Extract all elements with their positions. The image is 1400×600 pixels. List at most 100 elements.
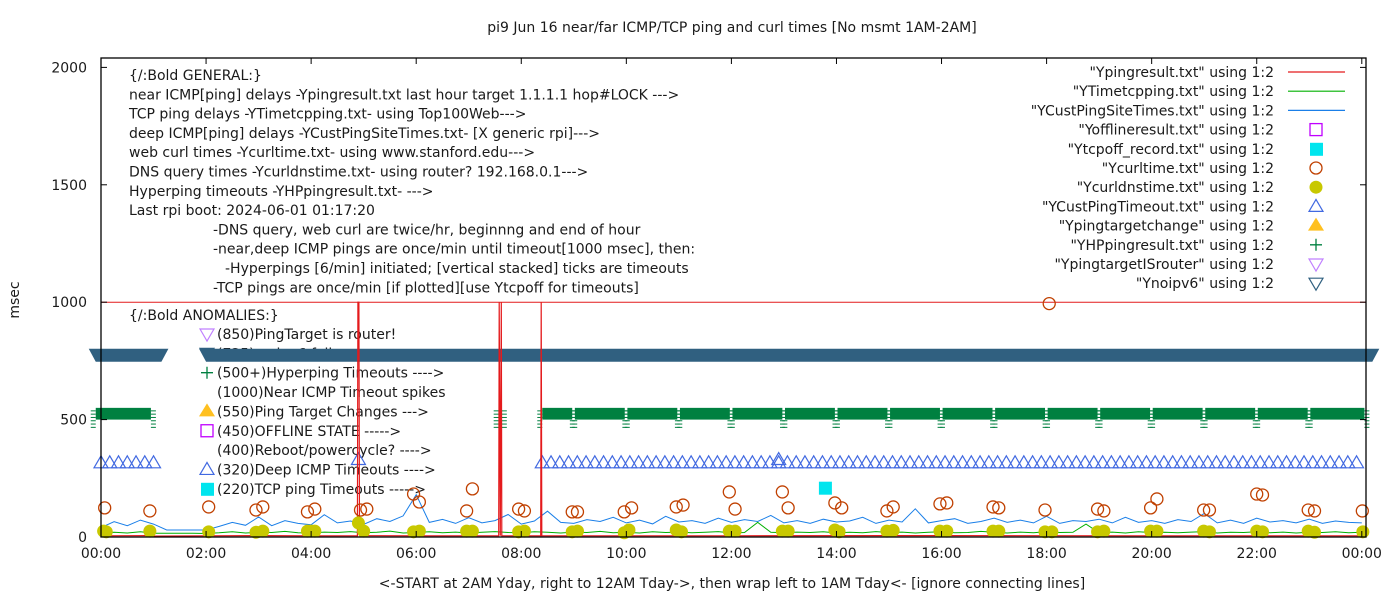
curl-time-point: [1090, 502, 1105, 516]
curl-time-point: [933, 497, 947, 511]
dns-time-point: [308, 524, 322, 538]
deep-icmp-timeout-point: [1313, 454, 1330, 469]
anomaly-line: (320)Deep ICMP Timeouts ---->: [217, 462, 436, 478]
curl-time-point: [722, 485, 736, 499]
hyperping-timeout-cluster: [627, 407, 678, 420]
deep-icmp-timeout-point: [1059, 454, 1076, 469]
deep-icmp-timeout-point: [753, 454, 770, 469]
legend-label: "YHPpingresult.txt" using 1:2: [1070, 238, 1274, 254]
anomaly-marker-icon: [198, 328, 216, 343]
hyperping-timeout-cluster: [95, 407, 151, 420]
anomalies-title: {/:Bold ANOMALIES:}: [129, 308, 279, 324]
deep-icmp-timeout-point: [639, 454, 656, 469]
y-tick-label: 1500: [51, 178, 87, 194]
deep-icmp-timeout-point: [840, 454, 857, 469]
anomaly-marker-icon: [200, 424, 214, 438]
dns-time-point: [517, 524, 531, 538]
hyperping-timeout-cluster: [732, 407, 783, 420]
dns-time-point: [940, 524, 954, 538]
deep-icmp-timeout-point: [1077, 454, 1094, 469]
deep-icmp-timeout-point: [1024, 454, 1041, 469]
deep-icmp-timeout-point: [656, 454, 673, 469]
y-tick-label: 1000: [51, 295, 87, 311]
deep-icmp-timeout-point: [691, 454, 708, 469]
deep-icmp-timeout-point: [919, 454, 936, 469]
legend-marker-icon: [1308, 217, 1324, 231]
x-tick-label: 16:00: [921, 546, 961, 562]
curl-time-point: [775, 485, 790, 499]
curl-time-point: [781, 501, 795, 515]
deep-icmp-timeout-point: [770, 451, 787, 466]
deep-icmp-timeout-point: [998, 454, 1015, 469]
anomaly-line: (450)OFFLINE STATE ----->: [217, 424, 401, 440]
x-tick-label: 04:00: [291, 546, 331, 562]
curl-time-point: [511, 502, 526, 516]
deep-icmp-timeout-point: [936, 454, 954, 469]
hyperping-timeout-cluster: [574, 407, 625, 420]
y-axis-label: msec: [7, 281, 23, 318]
dns-time-point: [570, 524, 584, 538]
deep-icmp-timeout-point: [1304, 454, 1321, 469]
curl-time-point: [353, 503, 368, 517]
curl-time-point: [360, 502, 374, 516]
deep-icmp-timeout-point: [1007, 454, 1024, 469]
annotation-line: web curl times -Ycurltime.txt- using www…: [129, 145, 535, 161]
deep-icmp-timeout-point: [145, 454, 162, 469]
dns-time-point: [832, 525, 846, 539]
deep-icmp-timeout-point: [1243, 454, 1260, 469]
legend-marker-icon: [1307, 277, 1325, 292]
curl-time-point: [459, 504, 474, 518]
legend-label: "Ynoipv6" using 1:2: [1136, 276, 1274, 292]
plot-area: [88, 296, 1380, 540]
deep-icmp-timeout-point: [534, 454, 551, 469]
x-tick-label: 08:00: [501, 546, 541, 562]
anomaly-line: (500+)Hyperping Timeouts ---->: [217, 366, 444, 382]
curl-time-point: [249, 503, 263, 517]
legend-marker-icon: [1307, 198, 1325, 212]
hyperping-timeout-cluster: [1257, 407, 1308, 420]
deep-icmp-timeout-point: [901, 454, 919, 469]
deep-icmp-timeout-point: [569, 454, 586, 469]
x-tick-label: 06:00: [396, 546, 436, 562]
deep-icmp-timeout-point: [1225, 454, 1243, 469]
hyperping-timeout-cluster: [890, 407, 940, 420]
dns-time-point: [202, 525, 216, 539]
deep-icmp-timeout-point: [1322, 454, 1339, 469]
deep-icmp-timeout-point: [1085, 454, 1102, 469]
deep-icmp-timeout-point: [1033, 454, 1050, 469]
anomaly-line: (850)PingTarget is router!: [217, 327, 396, 343]
curl-time-point: [565, 505, 579, 519]
deep-icmp-timeout-point: [1339, 454, 1356, 469]
y-tick-label: 500: [60, 413, 87, 429]
curl-time-point: [676, 498, 690, 512]
y-tick-label: 0: [78, 530, 87, 546]
legend-marker-icon: [1310, 238, 1322, 251]
deep-icmp-timeout-point: [621, 454, 638, 469]
hyperping-timeout-cluster: [1047, 407, 1098, 420]
deep-icmp-timeout-point: [796, 454, 813, 469]
deep-icmp-timeout-point: [875, 454, 892, 469]
legend-label: "Ypingresult.txt" using 1:2: [1089, 65, 1274, 81]
deep-icmp-timeout-point: [136, 454, 153, 469]
curl-time-point: [669, 500, 683, 514]
dns-time-point: [886, 523, 900, 537]
x-tick-label: 20:00: [1131, 546, 1171, 562]
anomaly-line: (1000)Near ICMP Timeout spikes: [217, 385, 446, 401]
deep-icmp-timeout-point: [1278, 454, 1295, 469]
hyperping-timeout-cluster: [837, 407, 888, 420]
curl-time-point: [202, 500, 216, 514]
legend-label: "Ypingtargetchange" using 1:2: [1059, 219, 1274, 235]
x-tick-label: 18:00: [1026, 546, 1066, 562]
curl-time-point: [624, 501, 639, 515]
y-tick-label: 2000: [51, 60, 87, 76]
x-tick-label: 00:00: [81, 546, 121, 562]
axes: 00:00 02:00 04:00 06:00 08:00 10:00 12:00 14:00…: [51, 57, 1382, 562]
dns-time-point: [674, 525, 688, 539]
x-tick-label: 12:00: [711, 546, 751, 562]
curl-time-point: [1197, 503, 1211, 517]
curl-time-point: [300, 505, 315, 519]
plot-frame: [100, 57, 1367, 538]
legend-marker-icon: [1310, 142, 1323, 156]
dns-time-point: [1045, 525, 1059, 539]
deep-icmp-timeout-point: [893, 454, 910, 469]
